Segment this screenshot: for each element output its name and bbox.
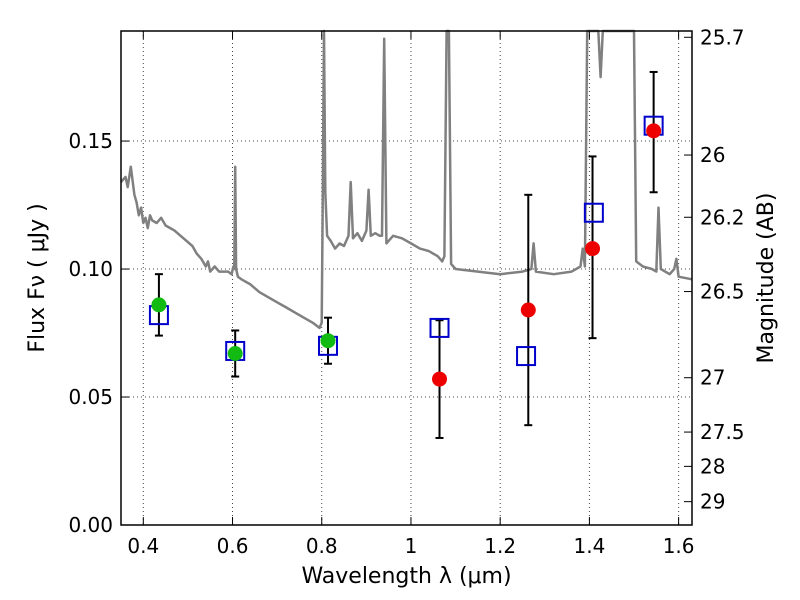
x-tick-label: 1.2 xyxy=(484,534,516,558)
x-tick-label: 0.4 xyxy=(127,534,159,558)
template-spectrum-layer xyxy=(120,29,693,330)
y-tick-label: 0.05 xyxy=(68,385,113,409)
green-data-point xyxy=(320,333,336,349)
red-data-point xyxy=(520,302,536,318)
right-tick-label: 27 xyxy=(700,366,725,390)
red-data-point xyxy=(585,241,601,257)
x-axis-label: Wavelength λ (μm) xyxy=(301,564,511,589)
x-tick-label: 0.8 xyxy=(306,534,338,558)
right-axis-label: Magnitude (AB) xyxy=(754,193,779,364)
right-tick-label: 26.2 xyxy=(700,205,745,229)
green-data-point xyxy=(227,346,243,362)
right-axis-ticks: 25.7 26 26.2 26.5 27 27.5 28 29 xyxy=(684,25,745,514)
y-axis-ticks: 0.00 0.05 0.10 0.15 xyxy=(68,129,129,537)
y-axis-label: Flux Fν ( μJy ) xyxy=(25,203,50,352)
model-square-marker xyxy=(583,202,604,223)
y-tick-label: 0.00 xyxy=(68,513,113,537)
y-tick-label: 0.15 xyxy=(68,129,113,153)
green-data-point xyxy=(151,297,167,313)
template-spectrum-line xyxy=(120,29,693,330)
model-square-marker xyxy=(429,317,450,338)
x-tick-label: 1.6 xyxy=(663,534,695,558)
x-tick-label: 1 xyxy=(405,534,418,558)
right-tick-label: 29 xyxy=(700,490,725,514)
x-tick-label: 0.6 xyxy=(217,534,249,558)
y-tick-label: 0.10 xyxy=(68,257,113,281)
right-tick-label: 26 xyxy=(700,143,725,167)
right-tick-label: 26.5 xyxy=(700,280,745,304)
right-tick-label: 25.7 xyxy=(700,25,745,49)
plot-frame xyxy=(120,30,693,526)
model-square-marker xyxy=(516,346,537,367)
red-data-point xyxy=(646,123,662,139)
measured-points-layer xyxy=(151,123,662,387)
x-axis-ticks: 0.4 0.6 0.8 1 1.2 1.4 1.6 xyxy=(127,31,695,558)
right-tick-label: 28 xyxy=(700,454,725,478)
red-data-point xyxy=(432,371,448,387)
grid-layer xyxy=(121,31,692,526)
right-tick-label: 27.5 xyxy=(700,420,745,444)
x-tick-label: 1.4 xyxy=(573,534,605,558)
